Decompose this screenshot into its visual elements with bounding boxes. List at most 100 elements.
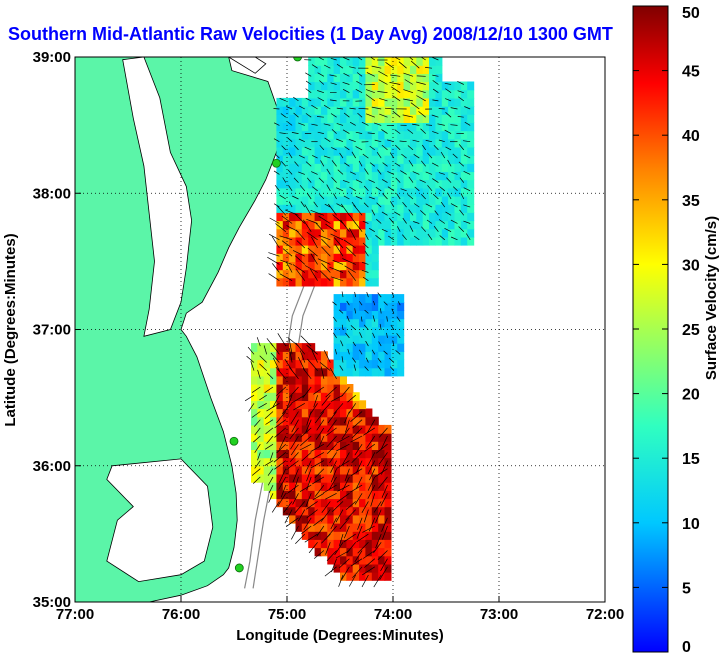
velocity-cell — [435, 130, 443, 140]
velocity-cell — [441, 89, 449, 99]
velocity-cell — [270, 433, 277, 442]
velocity-cell — [340, 400, 347, 410]
velocity-cell — [333, 269, 341, 279]
velocity-cell — [403, 122, 411, 132]
velocity-cell — [416, 171, 424, 181]
velocity-cell — [448, 228, 456, 238]
velocity-cell — [429, 155, 436, 164]
velocity-arrow — [256, 337, 261, 347]
velocity-cell — [403, 73, 411, 83]
velocity-arrow — [273, 108, 280, 110]
colorbar-tick-label: 10 — [682, 516, 700, 533]
velocity-cell — [454, 220, 462, 230]
velocity-cell — [346, 114, 354, 123]
velocity-cell — [295, 155, 303, 164]
velocity-arrow — [267, 256, 280, 265]
x-axis-ticks: 77:00 76:00 75:00 74:00 73:00 72:00 — [56, 596, 624, 623]
velocity-cell — [371, 97, 379, 107]
velocity-cell — [416, 89, 424, 99]
velocity-cell — [378, 310, 386, 320]
velocity-cell — [441, 228, 449, 238]
velocity-arrow — [402, 114, 414, 118]
velocity-cell — [422, 196, 430, 205]
velocity-cell — [352, 539, 360, 549]
velocity-cell — [251, 359, 258, 369]
velocity-cell — [454, 114, 462, 123]
velocity-arrow — [365, 89, 375, 94]
velocity-cell — [308, 212, 316, 222]
velocity-cell — [365, 310, 373, 320]
velocity-cell — [397, 326, 405, 336]
velocity-arrow — [291, 419, 299, 433]
velocity-cell — [333, 523, 341, 532]
velocity-cell — [282, 106, 290, 115]
velocity-cell — [276, 277, 284, 287]
velocity-cell — [384, 187, 392, 197]
velocity-cell — [359, 179, 367, 189]
velocity-cell — [346, 531, 354, 540]
velocity-cell — [467, 81, 475, 91]
y-tick-label: 35:00 — [33, 594, 71, 611]
velocity-arrow — [438, 139, 445, 143]
velocity-arrow — [279, 194, 286, 200]
velocity-cell — [340, 514, 347, 524]
velocity-cell — [346, 57, 354, 66]
velocity-cell — [320, 57, 328, 66]
velocity-cell — [340, 228, 347, 238]
velocity-cell — [365, 334, 373, 344]
velocity-cell — [467, 204, 475, 213]
velocity-cell — [308, 236, 316, 246]
velocity-cell — [397, 334, 405, 344]
velocity-cell — [390, 359, 398, 369]
velocity-cell — [282, 220, 290, 230]
velocity-arrow — [419, 179, 426, 183]
velocity-cell — [333, 498, 341, 508]
velocity-cell — [333, 122, 341, 132]
velocity-cell — [378, 57, 386, 66]
velocity-arrow — [343, 533, 356, 543]
velocity-cell — [467, 236, 475, 246]
velocity-arrow — [282, 248, 293, 257]
velocity-arrow — [326, 184, 331, 191]
velocity-cell — [352, 155, 360, 164]
velocity-cell — [346, 294, 354, 303]
velocity-cell — [314, 57, 322, 66]
velocity-arrow — [341, 566, 350, 580]
velocity-cell — [384, 89, 392, 99]
velocity-cell — [333, 171, 341, 181]
velocity-cell — [282, 204, 290, 213]
velocity-arrow — [331, 177, 337, 183]
velocity-arrow — [389, 217, 395, 224]
velocity-cell — [282, 384, 290, 393]
velocity-cell — [314, 106, 322, 115]
velocity-cell — [460, 212, 468, 222]
radar-station-marker — [229, 436, 239, 446]
velocity-cell — [346, 187, 354, 197]
velocity-arrow — [377, 357, 382, 363]
velocity-cell — [333, 531, 341, 540]
velocity-cell — [422, 65, 430, 74]
velocity-arrow — [283, 501, 293, 513]
velocity-cell — [371, 334, 379, 344]
velocity-cell — [410, 212, 417, 222]
velocity-cell — [365, 236, 373, 246]
velocity-cell — [282, 97, 290, 107]
velocity-cell — [384, 359, 392, 369]
velocity-arrow — [382, 162, 388, 167]
velocity-arrow — [378, 452, 388, 465]
velocity-cell — [333, 146, 341, 156]
velocity-cell — [308, 392, 316, 401]
velocity-arrow — [457, 116, 464, 118]
velocity-cell — [276, 482, 284, 491]
velocity-cell — [251, 465, 258, 475]
velocity-cell — [346, 163, 354, 173]
velocity-cell — [327, 130, 335, 140]
velocity-cell — [320, 531, 328, 540]
velocity-cell — [378, 449, 386, 459]
velocity-cell — [251, 441, 258, 450]
velocity-cell — [352, 130, 360, 140]
velocity-cell — [257, 384, 265, 393]
velocity-arrow — [313, 386, 325, 395]
velocity-arrow — [323, 104, 331, 110]
velocity-cell — [282, 179, 290, 189]
